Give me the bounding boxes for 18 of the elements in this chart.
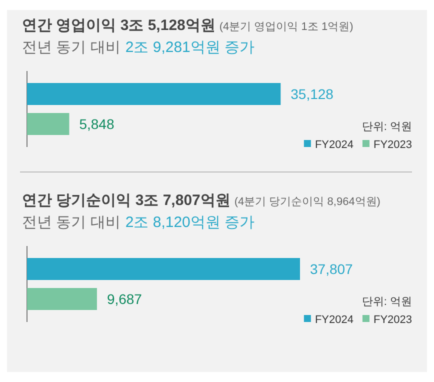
chart-title: 연간 당기순이익 3조 7,807억원 bbox=[22, 192, 230, 209]
chart-subtitle: 전년 동기 대비 bbox=[22, 39, 120, 56]
text: 2조 9,281억원 증가 bbox=[125, 39, 255, 56]
chart-title: 연간 영업이익 3조 5,128억원 bbox=[22, 17, 216, 34]
data-label: 9,687 bbox=[106, 291, 142, 307]
text: 2조 8,120억원 증가 bbox=[125, 214, 255, 231]
text: (4분기 영업이익 1조 1억원) bbox=[219, 21, 354, 33]
data-label: 5,848 bbox=[79, 116, 114, 132]
data-label: 35,128 bbox=[290, 86, 334, 102]
legend-label: FY2024 bbox=[314, 314, 354, 326]
text: (4분기 당기순이익 8,964억원) bbox=[234, 196, 380, 208]
legend-label: FY2023 bbox=[373, 139, 412, 151]
text: 단위: 억원 bbox=[362, 296, 412, 308]
legend-label: FY2023 bbox=[373, 314, 412, 326]
data-label: 37,807 bbox=[310, 261, 354, 277]
text: 단위: 억원 bbox=[362, 121, 412, 133]
chart-subtitle: 전년 동기 대비 bbox=[22, 214, 120, 231]
legend-label: FY2024 bbox=[314, 139, 354, 151]
